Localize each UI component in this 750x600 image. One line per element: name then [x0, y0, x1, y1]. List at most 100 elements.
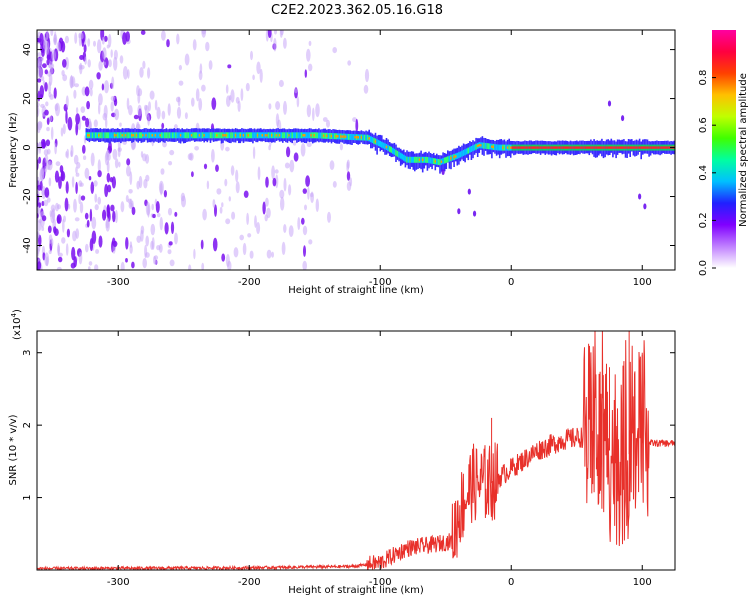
heatmap-x-ticks: -300 -200 -100 0 100	[107, 30, 652, 288]
heatmap-cell	[138, 175, 143, 189]
heatmap-cell	[421, 153, 424, 173]
heatmap-cell	[327, 132, 330, 139]
heatmap-cell	[381, 141, 383, 148]
heatmap-cell	[250, 50, 253, 61]
heatmap-cell	[112, 210, 116, 223]
heatmap-cell	[263, 132, 265, 139]
heatmap-cell	[38, 234, 42, 247]
heatmap-cell	[54, 103, 59, 111]
heatmap-cell	[620, 115, 625, 122]
heatmap-cell	[300, 143, 306, 157]
heatmap-cell	[535, 146, 537, 149]
heatmap-cell	[560, 146, 562, 149]
heatmap-cell	[94, 264, 99, 270]
heatmap-cell	[201, 132, 204, 139]
heatmap-cell	[472, 145, 474, 152]
heatmap-cell	[623, 146, 625, 149]
heatmap-cell	[143, 132, 146, 139]
heatmap-cell	[45, 139, 51, 147]
heatmap-cell	[665, 146, 668, 149]
heatmap-cell	[476, 144, 479, 148]
snr-x-tick-label: -200	[238, 577, 261, 588]
heatmap-cell	[148, 101, 151, 112]
heatmap-y-tick-label: 0	[22, 144, 33, 150]
heatmap-cell	[357, 136, 359, 139]
heatmap-cell	[497, 144, 499, 151]
heatmap-cell	[368, 137, 370, 140]
heatmap-cell	[441, 169, 445, 176]
heatmap-cell	[159, 134, 161, 137]
heatmap-cell	[81, 37, 85, 47]
heatmap-cell	[131, 134, 133, 137]
heatmap-cell	[83, 155, 87, 160]
heatmap-cell	[98, 134, 100, 137]
heatmap-cell	[231, 132, 234, 139]
heatmap-cell	[343, 135, 345, 138]
heatmap-cell	[131, 261, 135, 269]
heatmap-cell	[181, 132, 183, 139]
heatmap-cell	[54, 170, 60, 183]
heatmap-cell	[612, 146, 614, 149]
heatmap-cell	[62, 219, 65, 233]
heatmap-cell	[198, 134, 201, 137]
heatmap-cell	[355, 118, 359, 133]
heatmap-cell	[75, 107, 79, 114]
heatmap-cell	[318, 132, 320, 139]
heatmap-cell	[186, 132, 188, 139]
heatmap-cell	[565, 146, 567, 149]
heatmap-cell	[212, 199, 216, 208]
snr-x-tick-label: 0	[508, 577, 514, 588]
heatmap-cell	[179, 134, 182, 137]
heatmap-cell	[44, 109, 49, 116]
heatmap-cell	[539, 146, 542, 149]
heatmap-cell	[176, 132, 179, 139]
heatmap-cell	[240, 88, 244, 101]
heatmap-cell	[137, 132, 139, 139]
heatmap-cell	[351, 134, 353, 140]
heatmap-cell	[505, 144, 507, 151]
heatmap-cell	[542, 146, 545, 149]
heatmap-cell	[212, 237, 218, 252]
heatmap-cell	[502, 146, 504, 149]
heatmap-cell	[473, 144, 476, 151]
heatmap-cell	[305, 132, 308, 139]
heatmap-cell	[73, 198, 77, 213]
heatmap-cell	[590, 146, 592, 149]
heatmap-cell	[341, 135, 344, 138]
heatmap-cell	[516, 146, 518, 149]
heatmap-cell	[39, 168, 45, 182]
heatmap-cell	[426, 156, 429, 163]
heatmap-cell	[86, 100, 90, 110]
heatmap-cell	[41, 226, 45, 231]
heatmap-cell	[37, 248, 40, 257]
heatmap-cell	[65, 243, 69, 256]
heatmap-cell	[294, 88, 298, 94]
heatmap-cell	[51, 49, 56, 62]
heatmap-cell	[168, 132, 171, 139]
heatmap-cell	[371, 137, 374, 143]
heatmap-cell	[46, 126, 50, 132]
heatmap-cell	[126, 158, 131, 166]
heatmap-cell	[288, 225, 294, 238]
heatmap-cell	[41, 201, 45, 206]
heatmap-cell	[484, 142, 487, 149]
heatmap-cell	[352, 117, 357, 123]
heatmap-cell	[635, 146, 638, 149]
heatmap-cell	[536, 146, 539, 149]
heatmap-cell	[293, 132, 295, 139]
heatmap-cell	[642, 146, 644, 149]
heatmap-cell	[114, 158, 119, 169]
heatmap-cell	[110, 204, 115, 212]
heatmap-cell	[231, 211, 236, 220]
heatmap-cell	[261, 134, 264, 137]
heatmap-cell	[363, 134, 366, 141]
heatmap-cell	[170, 132, 172, 139]
heatmap-cell	[58, 256, 63, 263]
heatmap-cell	[266, 134, 268, 137]
heatmap-cell	[626, 146, 628, 149]
snr-frame	[36, 330, 676, 571]
heatmap-cell	[244, 132, 246, 139]
heatmap-cell	[470, 146, 473, 152]
heatmap-cell	[464, 149, 466, 156]
heatmap-cell	[234, 134, 237, 137]
